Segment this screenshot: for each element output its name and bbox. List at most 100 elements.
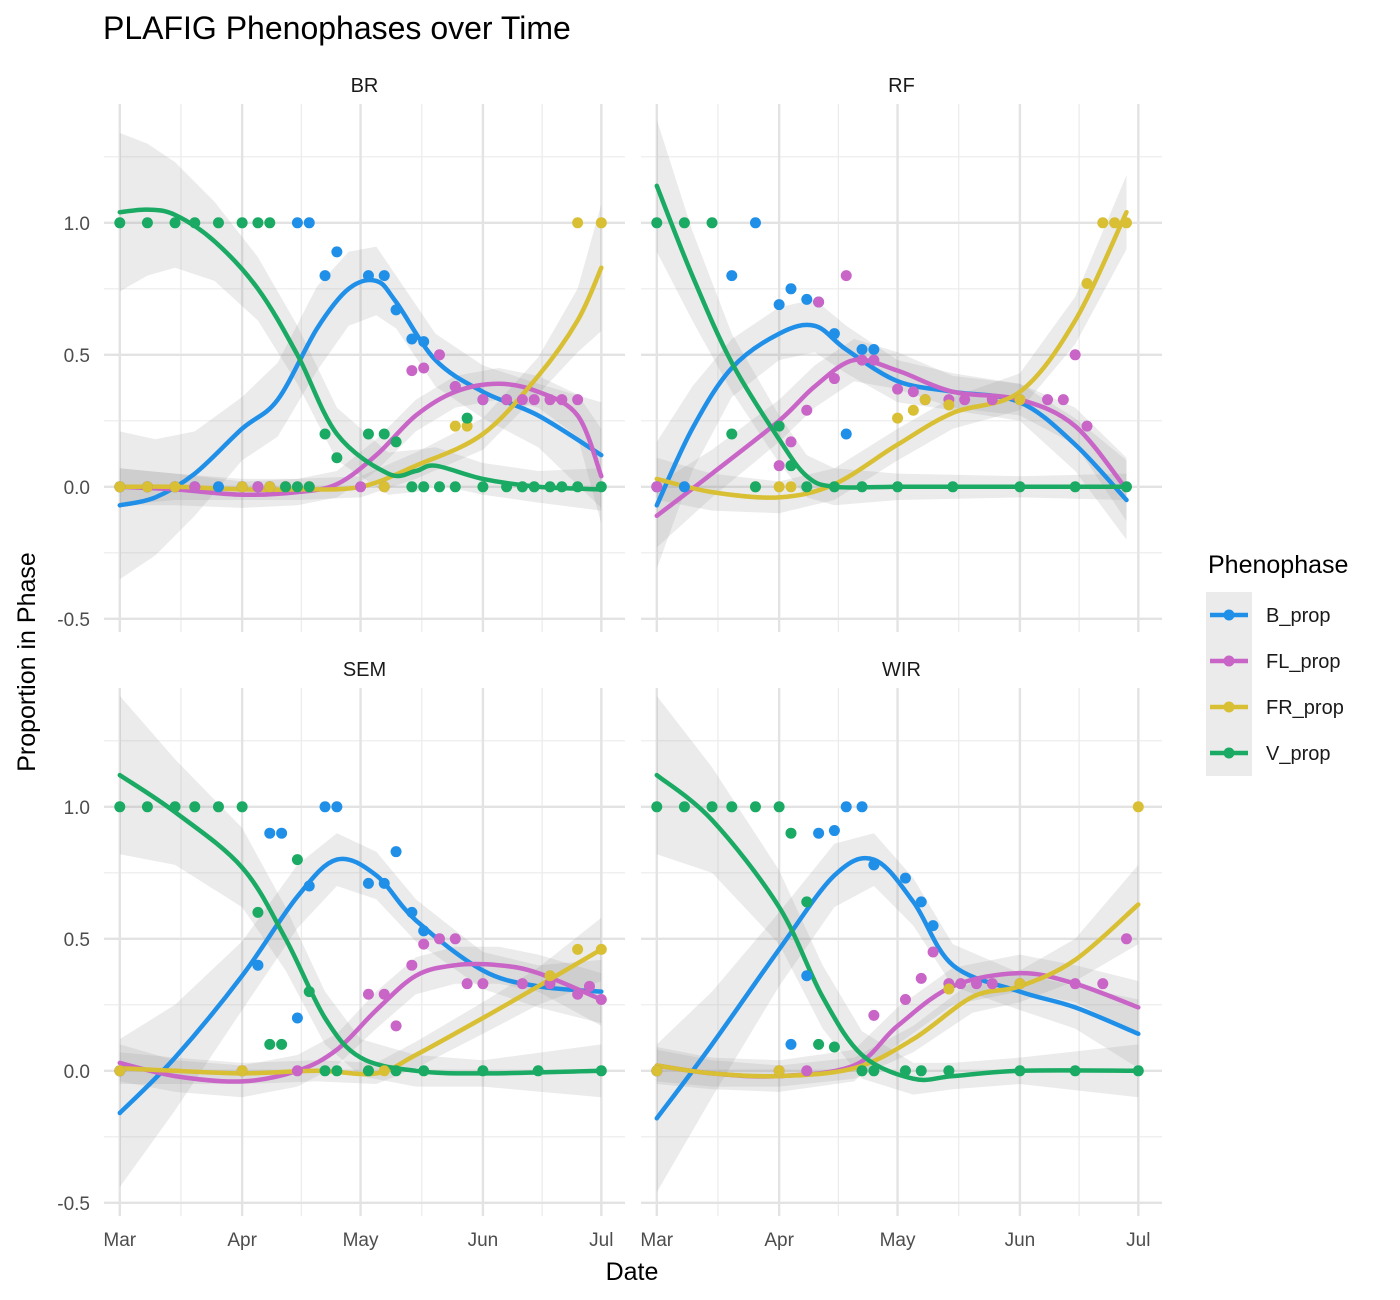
y-tick-label: 0.5 — [64, 930, 90, 951]
data-point-v-prop — [378, 428, 390, 440]
data-point-fr-prop — [544, 970, 556, 982]
confidence-band-v-prop — [119, 133, 602, 511]
data-point-v-prop — [461, 412, 473, 424]
data-point-fl-prop — [291, 1065, 303, 1077]
data-point-b-prop — [212, 481, 224, 493]
data-point-fl-prop — [1120, 933, 1132, 945]
data-point-fr-prop — [1014, 394, 1026, 406]
data-point-b-prop — [785, 283, 797, 295]
data-point-fl-prop — [390, 1020, 402, 1032]
data-point-fr-prop — [461, 420, 473, 432]
x-tick-label: Mar — [103, 1230, 136, 1251]
data-point-v-prop — [406, 481, 418, 493]
data-point-v-prop — [899, 1065, 911, 1077]
confidence-band-v-prop — [656, 695, 1139, 1098]
data-point-fl-prop — [801, 1065, 813, 1077]
data-point-b-prop — [418, 336, 430, 348]
data-point-fl-prop — [556, 394, 568, 406]
data-point-v-prop — [528, 481, 540, 493]
x-tick-label: Jun — [468, 1230, 499, 1251]
data-point-fr-prop — [1081, 278, 1093, 290]
data-point-fr-prop — [169, 481, 181, 493]
y-tick-label: -0.5 — [57, 1194, 90, 1215]
x-tick-label: Jul — [589, 1230, 613, 1251]
data-point-fr-prop — [773, 481, 785, 493]
legend-key-point — [1223, 747, 1235, 759]
data-point-fr-prop — [943, 399, 955, 411]
data-point-fr-prop — [236, 1065, 248, 1077]
data-point-fl-prop — [773, 460, 785, 472]
panels-layer: BR -0.5 0.0 0.5 1.0 RF SEM -0.5 0.0 0.5 1.0 Mar Apr M… — [57, 75, 1162, 1251]
data-point-fr-prop — [651, 1065, 663, 1077]
x-tick-label: Jun — [1005, 1230, 1036, 1251]
smooth-line-v-prop — [117, 207, 604, 492]
data-point-fl-prop — [1057, 394, 1069, 406]
data-point-b-prop — [868, 344, 880, 356]
data-point-b-prop — [264, 827, 276, 839]
smooth-line-fl-prop — [117, 961, 604, 1084]
data-point-v-prop — [1120, 481, 1132, 493]
data-point-v-prop — [706, 217, 718, 229]
legend-title: Phenophase — [1208, 551, 1348, 579]
x-tick-label: Jul — [1126, 1230, 1150, 1251]
data-point-fl-prop — [449, 933, 461, 945]
facet-label-rf: RF — [888, 75, 915, 97]
legend: Phenophase B_prop FL_prop FR_prop V_prop — [1206, 551, 1348, 776]
data-point-fl-prop — [572, 988, 584, 1000]
data-point-b-prop — [801, 970, 813, 982]
confidence-band-fl-prop — [656, 339, 1127, 548]
data-point-fl-prop — [970, 978, 982, 990]
panel-rf: RF — [641, 75, 1162, 632]
data-point-v-prop — [189, 801, 201, 813]
data-point-v-prop — [189, 217, 201, 229]
data-point-fl-prop — [907, 386, 919, 398]
data-point-v-prop — [595, 1065, 607, 1077]
data-point-fl-prop — [433, 349, 445, 361]
data-point-fl-prop — [828, 373, 840, 385]
facet-label-wir: WIR — [882, 659, 921, 681]
data-point-fl-prop — [477, 978, 489, 990]
data-point-v-prop — [1069, 481, 1081, 493]
data-point-fr-prop — [141, 481, 153, 493]
data-point-fr-prop — [773, 1065, 785, 1077]
y-tick-label: -0.5 — [57, 610, 90, 631]
data-point-v-prop — [331, 1065, 343, 1077]
data-point-v-prop — [319, 1065, 331, 1077]
data-point-fl-prop — [418, 938, 430, 950]
data-point-fl-prop — [801, 404, 813, 416]
confidence-band-fl-prop — [119, 946, 602, 1098]
data-point-fl-prop — [955, 978, 967, 990]
data-point-fl-prop — [1069, 978, 1081, 990]
data-point-v-prop — [418, 481, 430, 493]
data-point-fl-prop — [528, 394, 540, 406]
data-point-v-prop — [418, 1065, 430, 1077]
data-point-fr-prop — [595, 943, 607, 955]
data-point-fr-prop — [572, 217, 584, 229]
smooth-line-b-prop — [654, 855, 1141, 1121]
x-tick-label: Apr — [227, 1230, 257, 1251]
data-point-v-prop — [390, 1065, 402, 1077]
data-point-v-prop — [212, 217, 224, 229]
data-point-v-prop — [252, 906, 264, 918]
data-point-b-prop — [276, 827, 288, 839]
data-point-v-prop — [856, 1065, 868, 1077]
data-point-v-prop — [362, 1065, 374, 1077]
data-point-b-prop — [773, 299, 785, 311]
data-point-v-prop — [572, 481, 584, 493]
data-point-b-prop — [840, 801, 852, 813]
data-point-b-prop — [785, 1038, 797, 1050]
data-point-v-prop — [114, 217, 126, 229]
data-point-v-prop — [141, 801, 153, 813]
data-point-fl-prop — [1042, 394, 1054, 406]
data-point-v-prop — [749, 481, 761, 493]
legend-entry-fr-prop: FR_prop — [1206, 684, 1344, 730]
data-point-v-prop — [678, 217, 690, 229]
smooth-line-fr-prop — [654, 209, 1129, 500]
data-point-fr-prop — [785, 481, 797, 493]
confidence-band-fr-prop — [119, 204, 602, 506]
data-point-b-prop — [390, 846, 402, 858]
x-tick-label: Mar — [640, 1230, 673, 1251]
data-point-v-prop — [516, 481, 528, 493]
legend-label: V_prop — [1266, 743, 1331, 765]
data-point-fl-prop — [433, 933, 445, 945]
